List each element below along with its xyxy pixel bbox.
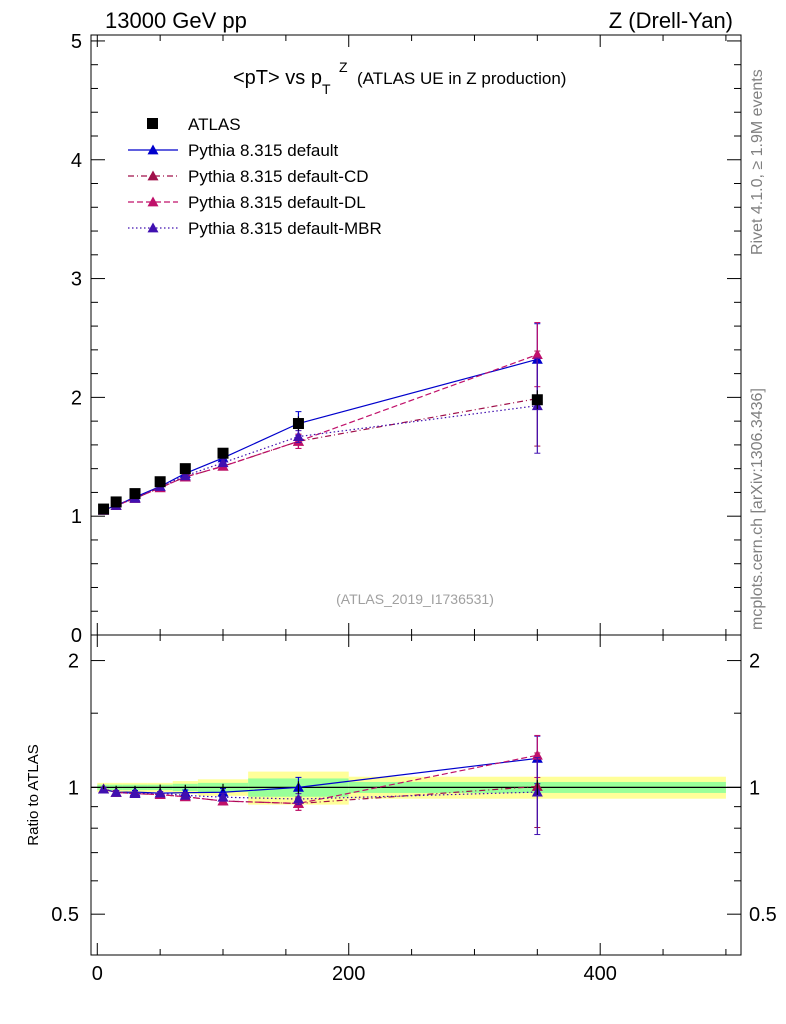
- svg-text:<pT> vs pT: <pT> vs pT: [233, 67, 331, 97]
- pythia-8-315-default-mbr-ratio-point: [110, 786, 122, 797]
- atlas-main-point: [129, 488, 141, 500]
- y-main-tick-label: 3: [71, 269, 82, 291]
- legend-marker-pythia-8-315-default-mbr: [147, 222, 159, 233]
- atlas-main-point: [110, 496, 122, 508]
- pythia-8-315-default-dl-ratio-line: [103, 754, 538, 805]
- y-main-tick-label: 2: [71, 387, 82, 409]
- legend-marker-atlas: [147, 118, 158, 129]
- y-ratio-tick-label: 0.5: [51, 904, 79, 926]
- atlas-main-point: [154, 476, 166, 488]
- pythia-8-315-default-mbr-main-line: [103, 405, 538, 511]
- title-sub: T: [322, 81, 331, 97]
- y-main-tick-label: 0: [71, 625, 82, 647]
- legend-label-pythia-8-315-default-mbr: Pythia 8.315 default-MBR: [188, 219, 382, 238]
- pythia-8-315-default-cd-main-line: [103, 397, 538, 511]
- legend-marker-pythia-8-315-default-cd: [147, 170, 159, 181]
- rivet-label: Rivet 4.1.0, ≥ 1.9M events: [749, 69, 766, 255]
- title-suffix: (ATLAS UE in Z production): [357, 69, 566, 88]
- process-label: Z (Drell-Yan): [609, 8, 733, 33]
- ratio-panel-frame: [90, 634, 742, 956]
- pythia-8-315-default-mbr-main-point: [217, 457, 229, 468]
- legend-label-pythia-8-315-default-dl: Pythia 8.315 default-DL: [188, 193, 366, 212]
- axis-ticks: 0 200 400 0 1 2 3 4 5 0.5 0.5 1 1 2 2: [51, 31, 777, 985]
- pythia-8-315-default-mbr-main-point: [292, 431, 304, 441]
- x-tick-label: 0: [92, 963, 103, 985]
- y-ratio-tick-label: 2: [68, 651, 79, 673]
- pythia-8-315-default-mbr-ratio-point: [292, 793, 304, 804]
- pythia-8-315-default-mbr-main-point: [179, 470, 191, 481]
- atlas-main-point: [531, 394, 543, 406]
- legend: ATLAS Pythia 8.315 default Pythia 8.315 de…: [128, 115, 382, 238]
- legend-label-pythia-8-315-default-cd: Pythia 8.315 default-CD: [188, 167, 369, 186]
- pythia-8-315-default-ratio-point: [217, 786, 229, 797]
- atlas-main-point: [179, 463, 191, 475]
- mcplots-label: mcplots.cern.ch [arXiv:1306.3436]: [749, 388, 766, 630]
- legend-label-pythia-8-315-default: Pythia 8.315 default: [188, 141, 339, 160]
- x-tick-label: 200: [332, 963, 365, 985]
- y-main-tick-label: 4: [71, 150, 82, 172]
- ratio-series-group: [98, 734, 543, 836]
- legend-label-atlas: ATLAS: [188, 115, 241, 134]
- legend-marker-pythia-8-315-default: [147, 144, 159, 155]
- title-sup: Z: [339, 59, 348, 75]
- pythia-8-315-default-dl-main-point: [531, 349, 543, 360]
- pythia-8-315-default-mbr-ratio-point: [154, 787, 166, 798]
- energy-label: 13000 GeV pp: [105, 8, 247, 33]
- main-series-group: [98, 322, 543, 515]
- y-ratio-tick-label-right: 1: [749, 777, 760, 799]
- pythia-8-315-default-mbr-ratio-point: [179, 789, 191, 800]
- y-ratio-tick-label: 1: [68, 777, 79, 799]
- y-main-tick-label: 5: [71, 31, 82, 53]
- y-main-tick-label: 1: [71, 506, 82, 528]
- legend-marker-pythia-8-315-default-dl: [147, 196, 159, 207]
- pythia-8-315-default-main-line: [103, 358, 538, 511]
- pythia-8-315-default-mbr-ratio-point: [217, 791, 229, 802]
- y-ratio-tick-label-right: 2: [749, 651, 760, 673]
- y-ratio-tick-label-right: 0.5: [749, 904, 777, 926]
- atlas-main-point: [292, 418, 304, 430]
- title-main: <pT> vs p: [233, 67, 322, 89]
- pythia-8-315-default-mbr-ratio-point: [129, 788, 141, 799]
- x-tick-label: 400: [584, 963, 617, 985]
- pythia-8-315-default-dl-main-line: [103, 354, 538, 511]
- main-title: <pT> vs pT Z (ATLAS UE in Z production): [233, 59, 566, 97]
- atlas-main-point: [98, 503, 110, 515]
- atlas-main-point: [217, 447, 229, 459]
- analysis-label: (ATLAS_2019_I1736531): [336, 591, 494, 607]
- ratio-ylabel: Ratio to ATLAS: [25, 744, 42, 845]
